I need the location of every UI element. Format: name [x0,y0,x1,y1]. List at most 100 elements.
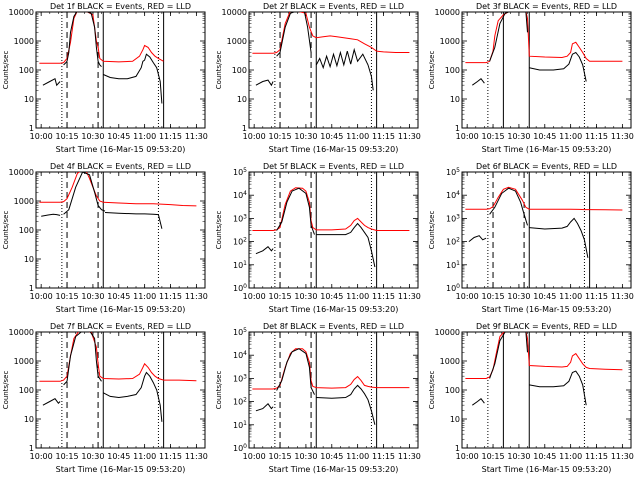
plot-frame [461,331,632,449]
y-tick-label: 101 [446,260,460,270]
x-tick-label: 11:00 [559,452,582,461]
x-tick-label: 10:30 [294,132,317,141]
events-series-line [63,332,102,386]
x-tick-label: 11:15 [159,452,182,461]
x-axis-label: Start Time (16-Mar-15 09:53:20) [269,465,399,474]
x-tick-label: 11:15 [159,132,182,141]
x-tick-label: 10:00 [456,452,479,461]
events-series-line [489,187,528,226]
y-tick-label: 1 [29,124,34,133]
x-axis-label: Start Time (16-Mar-15 09:53:20) [269,305,399,314]
lld-series-line [252,12,410,54]
events-series-line [315,47,374,91]
y-tick-label: 1 [29,284,34,293]
plot-frame [35,171,206,289]
x-tick-label: 11:30 [611,132,634,141]
x-axis-label: Start Time (16-Mar-15 09:53:20) [482,305,612,314]
panel-title: Det 6f BLACK = Events, RED = LLD [476,162,617,171]
x-tick-label: 10:30 [81,452,104,461]
lightcurve-panel: Det 2f BLACK = Events, RED = LLD Start Ti… [215,2,421,154]
lightcurve-panel: Det 5f BLACK = Events, RED = LLD Start Ti… [215,162,421,314]
y-tick-label: 1 [242,124,247,133]
lightcurve-panel: Det 1f BLACK = Events, RED = LLD Start Ti… [2,2,208,154]
lld-series-line [39,332,197,382]
x-tick-label: 11:15 [372,292,395,301]
x-tick-label: 10:45 [107,452,130,461]
events-series-line [468,235,487,242]
y-tick-label: 1 [455,124,460,133]
y-axis-label: Counts/sec [215,211,223,250]
x-axis-label: Start Time (16-Mar-15 09:53:20) [56,145,186,154]
y-tick-label: 1000 [227,37,247,46]
x-tick-label: 10:00 [456,292,479,301]
x-tick-label: 11:00 [133,132,156,141]
y-tick-label: 101 [233,260,247,270]
lightcurve-panel: Det 4f BLACK = Events, RED = LLD Start Ti… [2,162,208,314]
lightcurve-panel: Det 7f BLACK = Events, RED = LLD Start Ti… [2,322,208,474]
x-tick-label: 11:30 [398,292,421,301]
x-tick-label: 10:00 [456,132,479,141]
x-tick-label: 10:30 [81,132,104,141]
lightcurve-panel: Det 9f BLACK = Events, RED = LLD Start Ti… [428,322,634,474]
y-tick-label: 102 [446,237,460,247]
y-tick-label: 103 [233,373,247,383]
events-series-line [255,79,274,87]
x-tick-label: 10:15 [56,292,79,301]
x-axis-label: Start Time (16-Mar-15 09:53:20) [56,465,186,474]
y-axis-label: Counts/sec [2,211,10,250]
x-tick-label: 10:45 [533,452,556,461]
y-tick-label: 1000 [440,37,460,46]
events-series-line [42,398,61,406]
y-tick-label: 1 [29,444,34,453]
plot-frame [248,171,419,289]
x-tick-label: 10:00 [243,452,266,461]
y-tick-label: 1000 [14,37,34,46]
y-tick-label: 104 [233,190,247,200]
y-tick-label: 100 [19,66,34,75]
events-series-line [63,172,106,215]
x-tick-label: 11:00 [346,452,369,461]
y-axis-label: Counts/sec [428,371,436,410]
y-tick-label: 105 [233,327,247,337]
y-tick-label: 100 [445,386,460,395]
x-tick-label: 10:15 [56,132,79,141]
lld-series-line [465,186,623,211]
lightcurve-panel: Det 6f BLACK = Events, RED = LLD Start Ti… [428,162,634,314]
x-tick-label: 11:00 [559,292,582,301]
x-tick-label: 10:15 [482,452,505,461]
panel-title: Det 3f BLACK = Events, RED = LLD [476,2,617,11]
events-series-line [255,403,274,412]
x-tick-label: 10:30 [294,292,317,301]
x-tick-label: 11:00 [133,452,156,461]
y-tick-label: 101 [233,420,247,430]
y-axis-label: Counts/sec [428,211,436,250]
x-tick-label: 10:30 [507,132,530,141]
events-series-line [529,217,589,258]
lld-series-line [465,332,623,379]
lld-series-line [252,187,410,231]
x-tick-label: 10:00 [243,132,266,141]
x-axis-label: Start Time (16-Mar-15 09:53:20) [269,145,399,154]
y-tick-label: 104 [233,350,247,360]
y-tick-label: 10000 [222,8,247,17]
y-tick-label: 10000 [435,328,460,337]
x-tick-label: 10:45 [107,132,130,141]
x-tick-label: 11:00 [133,292,156,301]
panel-title: Det 9f BLACK = Events, RED = LLD [476,322,617,331]
x-tick-label: 11:00 [346,132,369,141]
lightcurve-panel: Det 3f BLACK = Events, RED = LLD Start Ti… [428,2,634,154]
x-tick-label: 11:15 [159,292,182,301]
x-tick-label: 10:45 [107,292,130,301]
x-tick-label: 10:45 [533,132,556,141]
x-tick-label: 10:00 [30,132,53,141]
x-tick-label: 10:15 [269,292,292,301]
x-tick-label: 10:15 [269,452,292,461]
x-tick-label: 10:15 [269,132,292,141]
y-tick-label: 104 [446,190,460,200]
y-tick-label: 1000 [14,357,34,366]
y-tick-label: 1000 [14,197,34,206]
y-tick-label: 10 [450,415,460,424]
y-axis-label: Counts/sec [215,51,223,90]
y-tick-label: 100 [232,66,247,75]
y-tick-label: 100 [445,66,460,75]
